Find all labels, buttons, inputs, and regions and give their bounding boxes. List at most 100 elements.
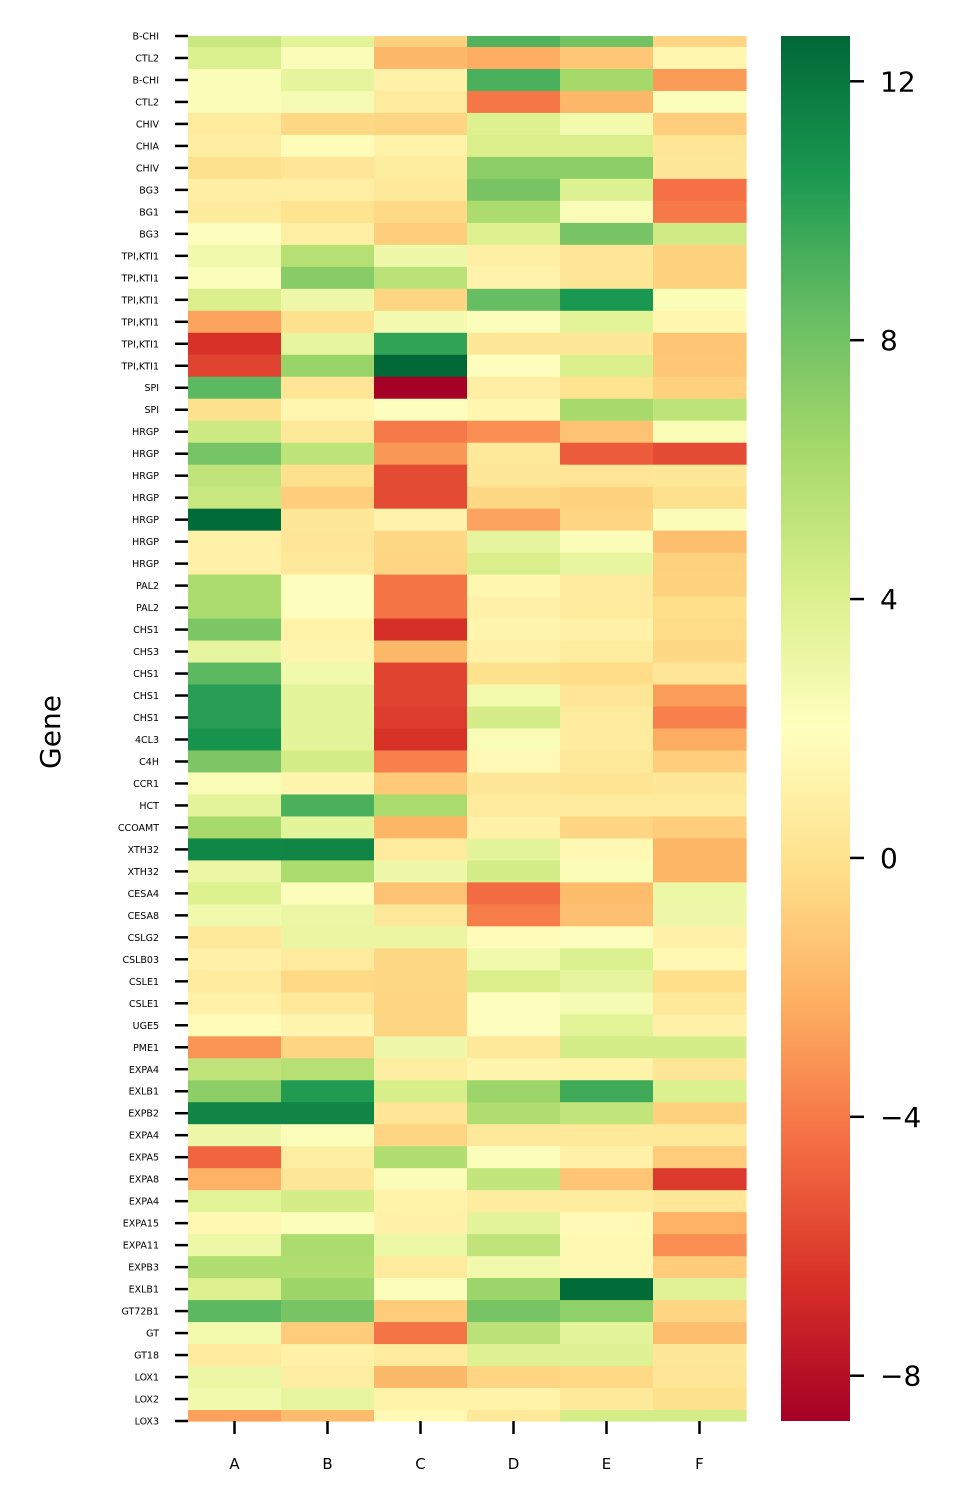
heatmap-cell [188,794,282,818]
heatmap-cell [281,134,375,158]
heatmap-cell [188,574,282,598]
heatmap-cell [467,178,561,202]
heatmap-cell [560,1300,654,1323]
heatmap-cell [281,684,375,708]
heatmap-cell [281,662,375,686]
heatmap-cell [281,332,375,356]
heatmap-cell [188,530,282,554]
heatmap-cell [653,1036,747,1059]
heatmap-cell [374,442,468,466]
heatmap-cell [560,838,654,861]
y-tick-label: EXPA15 [123,1219,159,1230]
heatmap-cell [653,112,747,136]
heatmap-cell [467,376,561,400]
heatmap-cell [560,486,654,510]
heatmap-cell [374,706,468,730]
heatmap-cell [281,728,375,752]
heatmap-cell [653,244,747,268]
y-tick-label: EXLB1 [129,1285,159,1296]
heatmap-cell [188,1256,282,1279]
heatmap-cell [467,354,561,378]
y-tick-label: HRGP [132,471,159,482]
y-tick-label: CSLE1 [129,977,159,988]
heatmap-cell [281,838,375,861]
heatmap-cell [653,354,747,378]
heatmap-cell [374,860,468,883]
heatmap-cell [467,442,561,466]
heatmap-cell [653,926,747,949]
x-tick-label: D [508,1455,520,1473]
heatmap-cell [467,992,561,1015]
heatmap-cell [653,398,747,422]
heatmap-cell [560,376,654,400]
heatmap-cell [467,948,561,971]
heatmap-cell [374,662,468,686]
heatmap-cell [467,1256,561,1279]
colorbar-tick-label: 4 [880,583,898,616]
heatmap-cell [188,68,282,92]
heatmap-cell [281,816,375,840]
heatmap-cell [653,882,747,905]
heatmap-cell [560,1014,654,1037]
heatmap-cell [374,1058,468,1081]
heatmap-cell [467,68,561,92]
heatmap-cell [188,442,282,466]
heatmap-cell [374,596,468,620]
heatmap-cell [467,398,561,422]
heatmap-cell [653,1300,747,1323]
heatmap-cell [374,200,468,224]
y-tick-label: CCOAMT [118,823,159,834]
heatmap-cell [188,882,282,905]
y-tick-label: CTL2 [135,97,159,108]
heatmap-cell [281,926,375,949]
heatmap-cell [374,1366,468,1389]
heatmap-cell [560,1036,654,1059]
heatmap-cell [560,244,654,268]
heatmap-cell [374,1168,468,1191]
heatmap-cell [281,310,375,334]
heatmap-cell [653,508,747,532]
heatmap-cell [653,486,747,510]
heatmap-cell [374,948,468,971]
heatmap-cell [467,310,561,334]
heatmap-cell [281,860,375,883]
y-tick-label: CESA4 [128,889,159,900]
y-tick-label: CHS1 [133,669,159,680]
heatmap-cell [281,464,375,488]
heatmap-cell [188,1014,282,1037]
y-tick-label: BG3 [139,229,159,240]
heatmap-cell [374,530,468,554]
heatmap-cell [281,90,375,114]
heatmap-cell [281,46,375,70]
heatmap-cell [467,1234,561,1257]
heatmap-cell [560,1278,654,1301]
heatmap-cell [281,1234,375,1257]
y-tick-label: SPI [144,405,159,416]
heatmap-cell [560,684,654,708]
y-tick-label: PME1 [133,1043,159,1054]
heatmap-cell [188,838,282,861]
heatmap-cell [560,222,654,246]
x-tick-label: A [229,1455,240,1473]
y-tick-label: CSLG2 [128,933,159,944]
y-tick-label: 4CL3 [135,735,159,746]
y-tick-label: LOX3 [135,1417,159,1428]
heatmap-cell [374,1190,468,1213]
heatmap-cell [374,156,468,180]
heatmap-cell [467,552,561,576]
heatmap-cell [560,860,654,883]
heatmap-cell [281,574,375,598]
heatmap-cell [560,728,654,752]
heatmap-cell [653,376,747,400]
heatmap-cell [560,882,654,905]
heatmap-cell [653,156,747,180]
heatmap-cell [188,200,282,224]
heatmap-cell [374,904,468,927]
y-axis: B-CHI CTL2 B-CHI CTL2 CHIV CHIA CHIV BG3 BG1 BG3 T… [118,32,188,1428]
heatmap-cell [560,178,654,202]
y-tick-label: CSLE1 [129,999,159,1010]
heatmap-cell [281,992,375,1015]
heatmap-cell [188,1124,282,1147]
heatmap-cell [374,552,468,576]
heatmap-cell [653,1212,747,1235]
